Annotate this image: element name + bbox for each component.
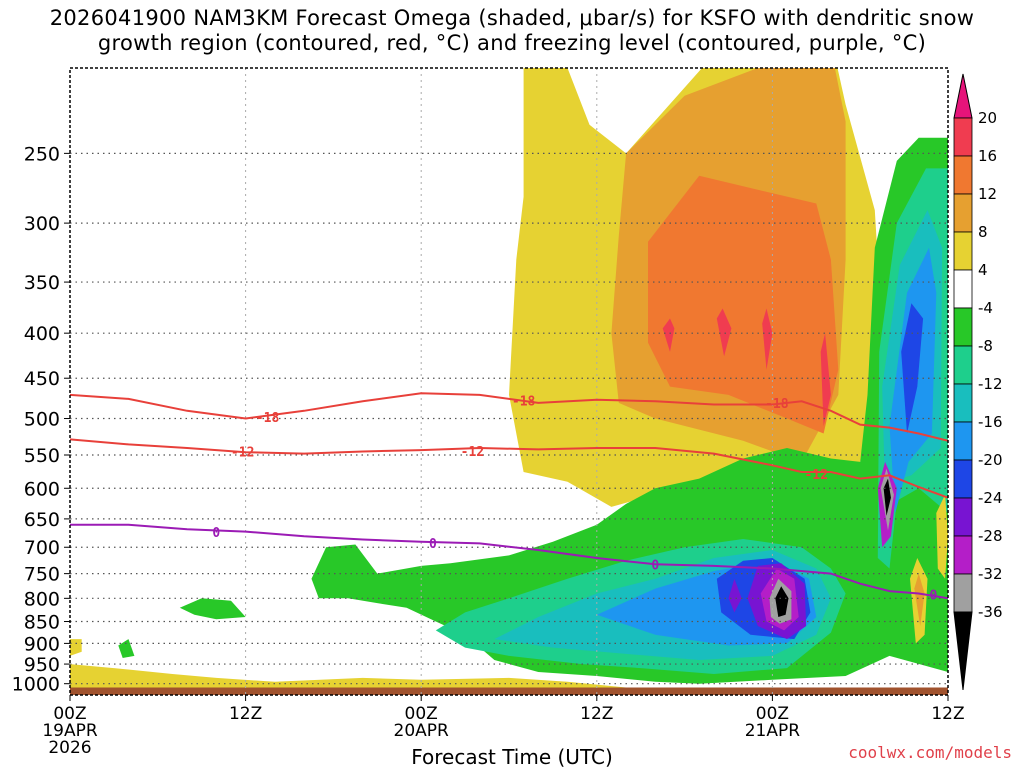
ytick-label-400: 400	[24, 323, 60, 345]
colorbar-label-4: 4	[978, 261, 988, 279]
ytick-label-650: 650	[24, 509, 60, 531]
ytick-label-600: 600	[24, 478, 60, 500]
dgz-label-4: -12	[461, 445, 484, 460]
xtick-label-60-0: 12Z	[931, 704, 964, 724]
colorbar-label-13: -36	[978, 603, 1003, 621]
omega-shading	[70, 68, 948, 695]
chart-title-line2: growth region (contoured, red, °C) and f…	[97, 31, 927, 55]
colorbar-label-5: -4	[978, 299, 993, 317]
colorbar-swatch-12	[953, 573, 973, 613]
colorbar-swatch-4	[953, 269, 973, 309]
omega-region-3	[662, 318, 675, 352]
grid	[70, 68, 948, 695]
colorbar-top-arrow	[953, 73, 973, 119]
contour-labels: -18 -18 -18 -12 -12 -12 0 0 0 0	[212, 395, 937, 604]
ytick-label-950: 950	[24, 654, 60, 676]
xtick-label-24-1: 20APR	[394, 721, 450, 741]
ytick-label-450: 450	[24, 368, 60, 390]
ytick-label-750: 750	[24, 564, 60, 586]
plot-frame	[69, 67, 949, 696]
colorbar-label-9: -20	[978, 451, 1003, 469]
x-axis-title: Forecast Time (UTC)	[411, 745, 613, 769]
colorbar-label-2: 12	[978, 185, 997, 203]
ytick-label-250: 250	[24, 143, 60, 165]
ytick-label-350: 350	[24, 272, 60, 294]
colorbar-label-3: 8	[978, 223, 988, 241]
freezing-label-0: 0	[212, 526, 220, 541]
omega-region-16	[901, 303, 924, 434]
omega-region-18	[728, 578, 742, 613]
colorbar-swatch-2	[953, 193, 973, 233]
watermark: coolwx.com/models	[848, 743, 1012, 762]
chart-title: 2026041900 NAM3KM Forecast Omega (shaded…	[0, 6, 1024, 56]
dgz-label-2: -18	[765, 397, 789, 412]
colorbar-swatch-8	[953, 421, 973, 461]
xtick-label-0-2: 2026	[48, 738, 91, 758]
dgz-label-0: -18	[256, 411, 280, 426]
omega-region-30	[118, 639, 135, 658]
colorbar-label-8: -16	[978, 413, 1003, 431]
xtick-label-24-0: 00Z	[405, 704, 438, 724]
chart-title-line1: 2026041900 NAM3KM Forecast Omega (shaded…	[49, 6, 975, 30]
colorbar-swatch-3	[953, 231, 973, 271]
omega-region-29	[70, 639, 82, 656]
omega-region-23	[775, 586, 789, 617]
omega-region-27	[914, 573, 925, 626]
ytick-label-700: 700	[24, 537, 60, 559]
dgz-label-3: -12	[231, 445, 254, 460]
colorbar-label-1: 16	[978, 147, 997, 165]
freezing-label-2: 0	[651, 558, 659, 573]
colorbar-swatch-6	[953, 345, 973, 385]
omega-region-25	[70, 664, 948, 695]
freezing-level-contour	[70, 523, 948, 600]
colorbar-swatch-10	[953, 497, 973, 537]
colorbar-swatch-0	[953, 117, 973, 157]
colorbar-swatch-11	[953, 535, 973, 575]
colorbar: 20 16 12 8 4 -4 -8 -12 -16 -20 -24 -28 -32 -36	[953, 73, 1003, 691]
omega-region-28	[936, 494, 948, 579]
omega-region-8	[179, 598, 246, 620]
colorbar-swatch-1	[953, 155, 973, 195]
colorbar-label-11: -28	[978, 527, 1003, 545]
xtick-label-48-1: 21APR	[745, 721, 801, 741]
omega-region-6	[820, 333, 831, 427]
colorbar-label-7: -12	[978, 375, 1003, 393]
omega-region-4	[716, 308, 732, 357]
freezing-label-1: 0	[429, 537, 437, 552]
colorbar-bottom-arrow	[953, 611, 973, 691]
ytick-label-550: 550	[24, 445, 60, 467]
freezing-label-3: 0	[929, 588, 937, 603]
ytick-label-900: 900	[24, 633, 60, 655]
dgz-label-1: -18	[512, 395, 536, 410]
xtick-label-48-0: 00Z	[756, 704, 789, 724]
ground-strip	[70, 687, 948, 695]
colorbar-label-10: -24	[978, 489, 1003, 507]
colorbar-label-0: 20	[978, 109, 997, 127]
omega-region-2	[648, 175, 839, 434]
omega-region-5	[762, 308, 773, 370]
colorbar-label-6: -8	[978, 337, 993, 355]
colorbar-swatch-7	[953, 383, 973, 423]
ytick-label-850: 850	[24, 612, 60, 634]
contours	[70, 392, 948, 600]
colorbar-swatch-9	[953, 459, 973, 499]
dgz-label-5: -12	[805, 468, 828, 483]
ytick-label-500: 500	[24, 409, 60, 431]
xtick-label-0-1: 19APR	[42, 721, 98, 741]
ytick-label-800: 800	[24, 588, 60, 610]
xtick-label-36-0: 12Z	[580, 704, 613, 724]
axes: 2503003504004505005506006507007508008509…	[12, 67, 965, 758]
ytick-label-300: 300	[24, 213, 60, 235]
colorbar-swatch-5	[953, 307, 973, 347]
xtick-label-0-0: 00Z	[53, 704, 86, 724]
dgz-contour-m12-3	[70, 438, 948, 499]
ytick-label-1000: 1000	[12, 674, 60, 696]
dgz-contour-m18-0	[70, 392, 948, 442]
colorbar-label-12: -32	[978, 565, 1003, 583]
xtick-label-12-0: 12Z	[229, 704, 262, 724]
